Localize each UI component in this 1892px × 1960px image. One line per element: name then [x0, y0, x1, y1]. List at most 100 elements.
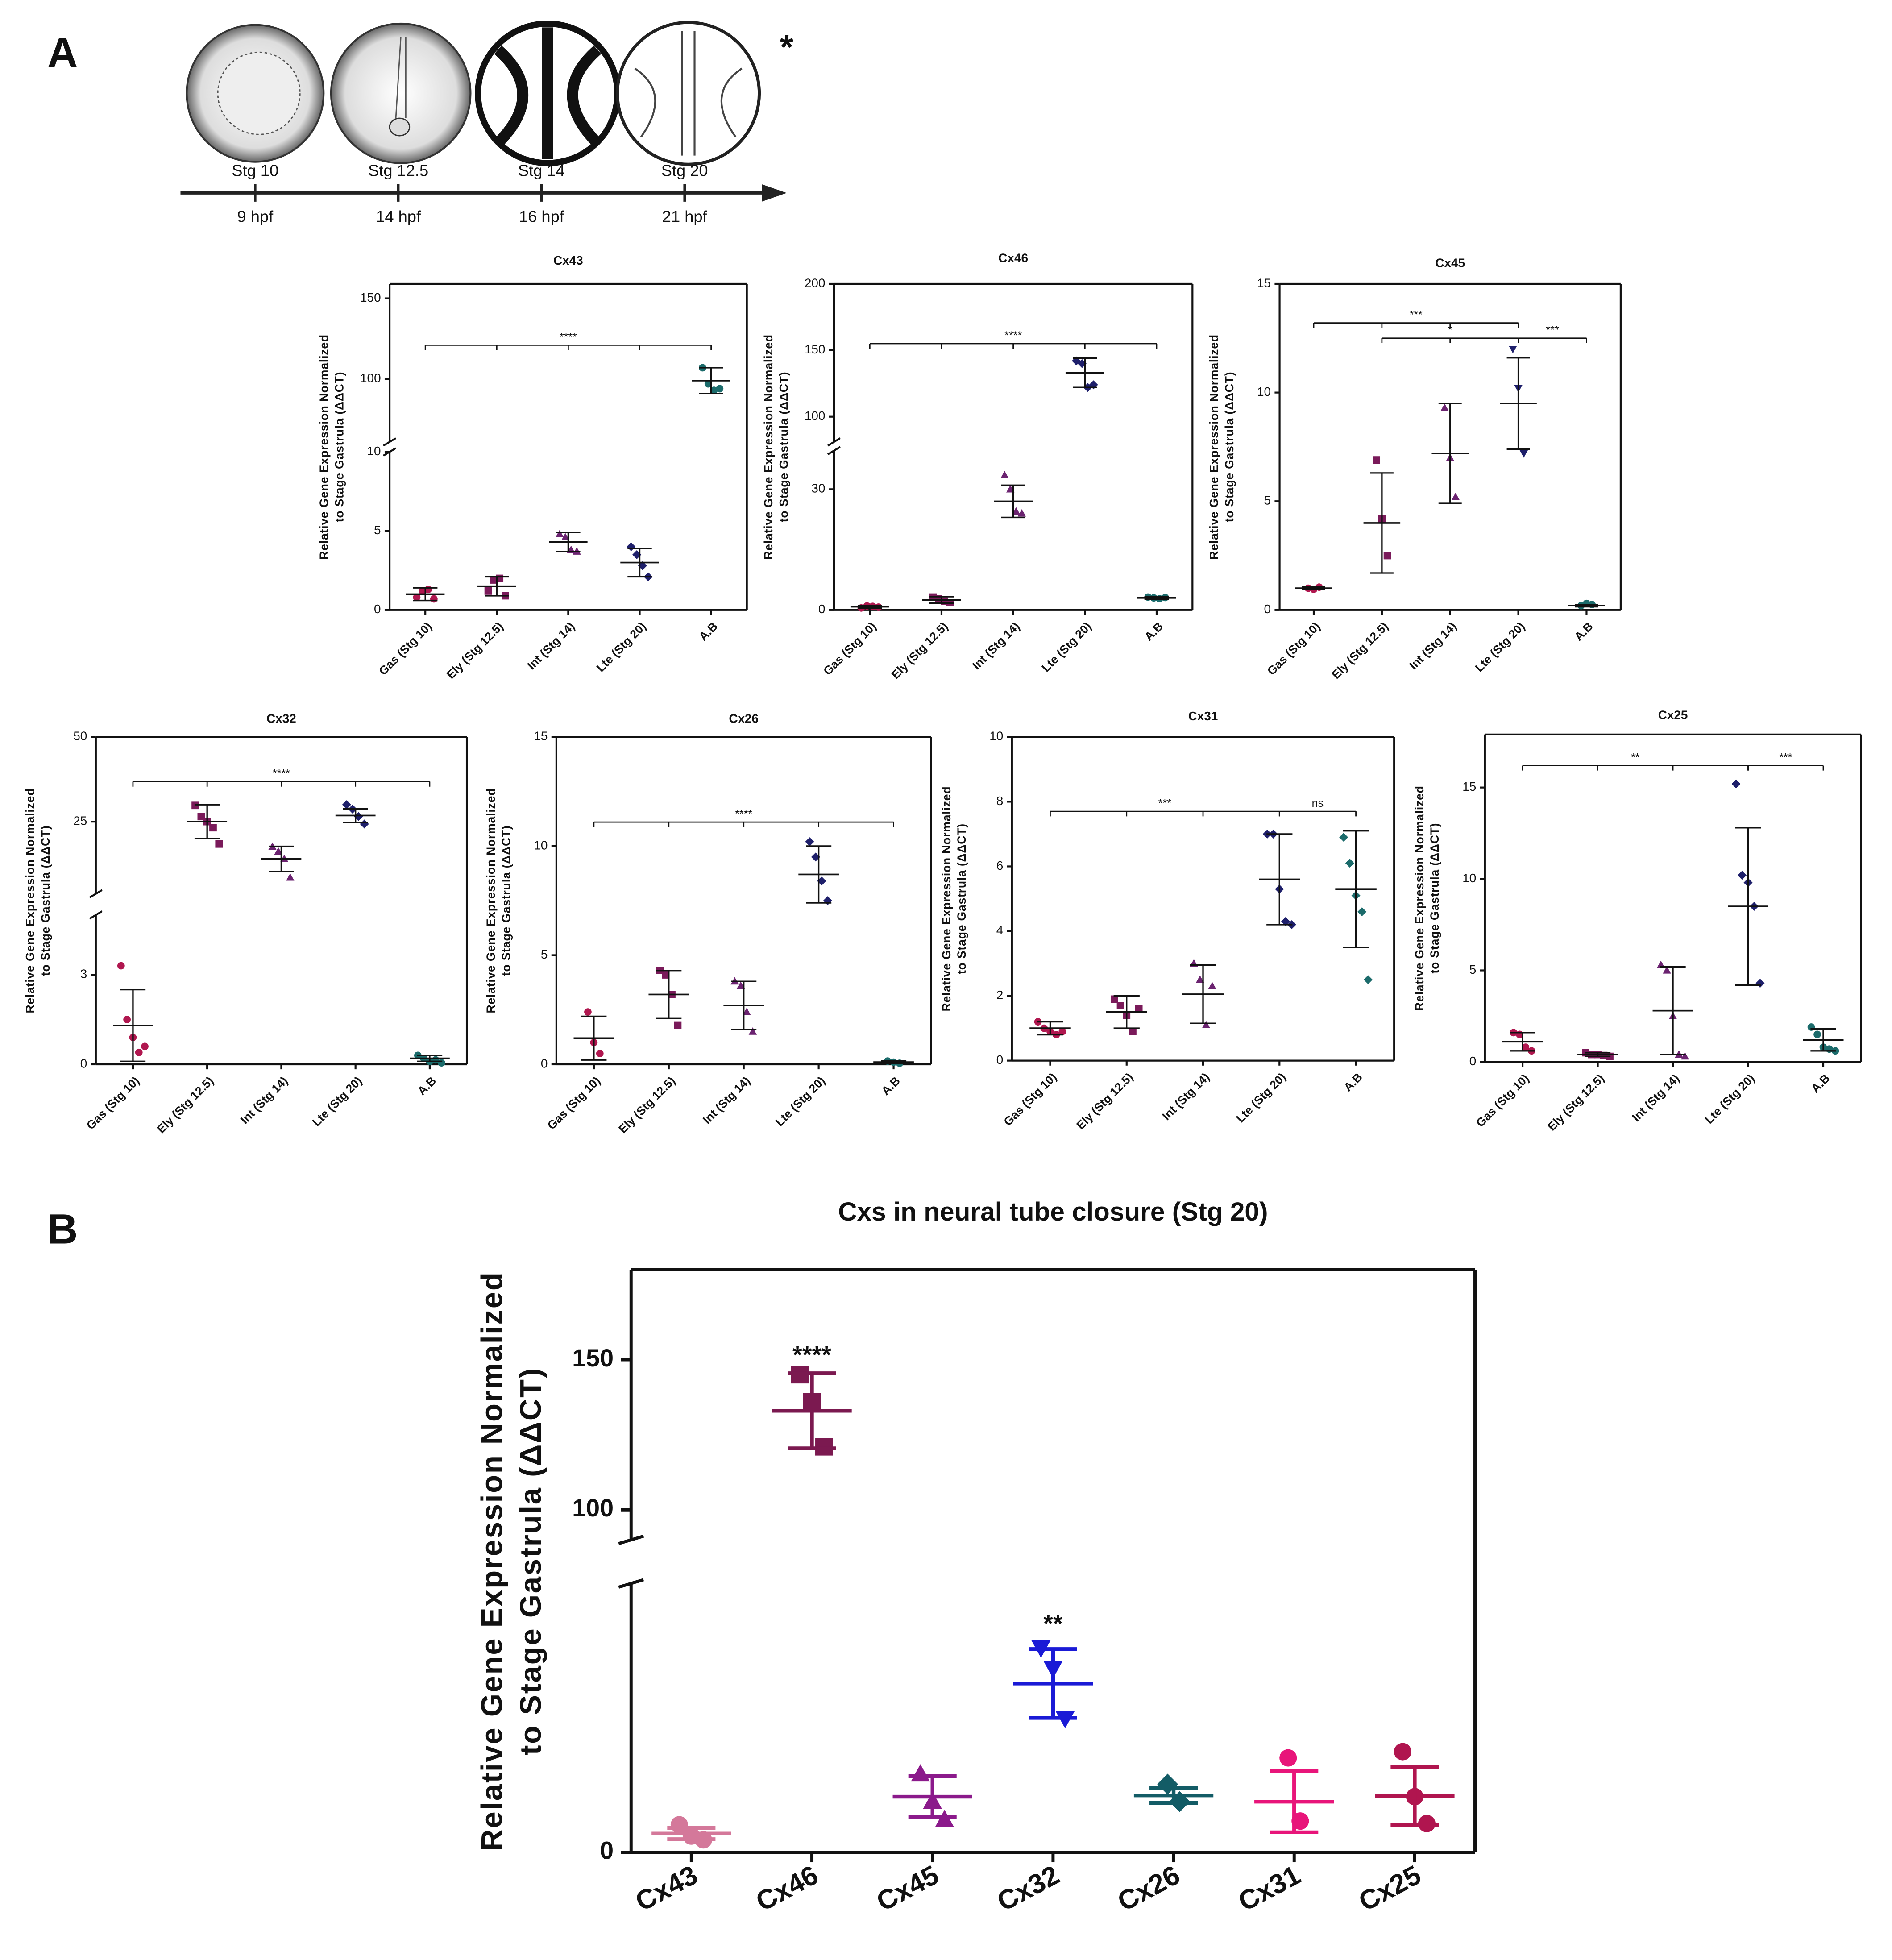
y-tick-label: 0 [374, 602, 381, 616]
data-point [1135, 1005, 1143, 1013]
data-point [1357, 907, 1367, 917]
error-bar [1510, 1032, 1535, 1052]
data-point [1373, 456, 1381, 464]
x-tick-label: Lte (Stg 20) [594, 619, 649, 674]
data-point [1813, 1030, 1821, 1038]
y-tick-label: 15 [1257, 276, 1271, 290]
x-tick-label: Int (Stg 14) [1407, 619, 1459, 672]
data-point [419, 587, 427, 595]
x-tick-label: Gas (Stg 10) [1001, 1070, 1059, 1128]
x-tick-label: Lte (Stg 20) [1039, 619, 1094, 674]
error-bar [1113, 995, 1140, 1029]
axis-break [827, 437, 841, 447]
data-point [561, 533, 570, 540]
chart-title: Cx25 [1658, 708, 1688, 722]
y-axis-label: to Stage Gastrula (ΔΔCT) [1223, 372, 1236, 523]
x-tick-label: Int (Stg 14) [238, 1074, 290, 1126]
x-tick-label: Ely (Stg 12.5) [1545, 1071, 1607, 1134]
significance-label: ** [1043, 1610, 1063, 1637]
embryo-detail [494, 27, 602, 160]
x-tick-label: Ely (Stg 12.5) [1074, 1070, 1136, 1132]
axis-break [618, 1578, 644, 1589]
y-tick-label: 0 [1469, 1054, 1477, 1068]
data-point [1195, 975, 1204, 983]
data-point [1451, 492, 1460, 500]
error-bar [1029, 1647, 1077, 1720]
data-point [1731, 779, 1741, 789]
error-bar [1575, 603, 1598, 608]
significance-label: *** [1779, 751, 1792, 764]
y-tick-label: 4 [996, 923, 1004, 937]
axis-break [89, 910, 103, 920]
y-tick-label: 10 [367, 444, 381, 458]
y-axis-label: Relative Gene Expression Normalized [940, 786, 953, 1012]
error-bar [1266, 833, 1293, 926]
data-point [1017, 509, 1026, 517]
chart-title: Cx45 [1435, 256, 1465, 270]
data-point [141, 1042, 149, 1051]
timeline-arrow [762, 184, 787, 202]
significance-label: ns [1312, 797, 1324, 810]
data-point [1394, 1743, 1411, 1761]
y-tick-label: 0 [996, 1053, 1004, 1067]
x-tick-label: A.B [1142, 619, 1166, 643]
chart-title: Cx31 [1188, 709, 1218, 723]
error-bar [881, 1060, 907, 1064]
x-tick-label: Int (Stg 14) [1629, 1071, 1682, 1124]
x-tick-label: Cx46 [751, 1860, 823, 1918]
error-bar [929, 596, 954, 604]
x-tick-label: Ely (Stg 12.5) [1329, 619, 1391, 681]
data-point [823, 896, 832, 905]
x-tick-label: Int (Stg 14) [970, 619, 1022, 672]
x-tick-label: A.B [1341, 1070, 1365, 1094]
y-axis-label: to Stage Gastrula (ΔΔCT) [955, 823, 968, 974]
y-axis-label: Relative Gene Expression Normalized [317, 334, 331, 560]
x-tick-label: A.B [1572, 619, 1595, 643]
y-tick-label: 0 [600, 1836, 614, 1864]
stage-label: Stg 14 [518, 162, 565, 180]
error-bar [1001, 484, 1025, 519]
data-point [1509, 346, 1517, 353]
y-axis-label: Relative Gene Expression Normalized [484, 788, 498, 1013]
y-tick-label: 2 [996, 988, 1004, 1002]
y-tick-label: 0 [818, 602, 826, 616]
panel-label: B [47, 1206, 78, 1253]
error-bar [556, 532, 581, 552]
stage-label: Stg 12.5 [368, 162, 428, 180]
x-tick-label: A.B [1809, 1071, 1832, 1095]
data-point [1208, 982, 1216, 989]
x-tick-label: Gas (Stg 10) [84, 1074, 142, 1132]
y-tick-label: 25 [73, 814, 87, 828]
y-tick-label: 10 [534, 838, 548, 852]
time-label: 14 hpf [376, 208, 421, 226]
data-point [704, 380, 712, 388]
axis-break [618, 1534, 644, 1545]
data-point [710, 386, 718, 394]
data-point [1738, 871, 1747, 880]
error-bar [1037, 1021, 1063, 1036]
y-axis-label: to Stage Gastrula (ΔΔCT) [333, 372, 346, 523]
significance-bracket [869, 343, 1158, 349]
data-point [911, 1764, 930, 1782]
y-tick-label: 100 [360, 371, 381, 385]
y-tick-label: 100 [805, 409, 826, 423]
error-bar [731, 980, 757, 1030]
data-point [1519, 450, 1528, 458]
data-point [1440, 403, 1449, 411]
x-tick-label: Cx32 [992, 1860, 1064, 1918]
error-bar [1506, 357, 1530, 450]
x-tick-label: Ely (Stg 12.5) [616, 1074, 678, 1136]
data-point [360, 819, 369, 829]
significance-bracket [132, 781, 431, 787]
data-point [1116, 1001, 1124, 1009]
data-point [1807, 1023, 1815, 1031]
y-tick-label: 15 [1462, 780, 1476, 793]
data-point [135, 1048, 143, 1056]
significance-label: **** [1004, 329, 1022, 342]
y-axis-label: to Stage Gastrula (ΔΔCT) [39, 825, 52, 976]
embryo-detail [395, 37, 407, 119]
data-point [430, 595, 438, 603]
x-tick-label: Cx45 [871, 1860, 944, 1918]
time-label: 16 hpf [519, 208, 564, 226]
significance-label: *** [1546, 324, 1559, 336]
